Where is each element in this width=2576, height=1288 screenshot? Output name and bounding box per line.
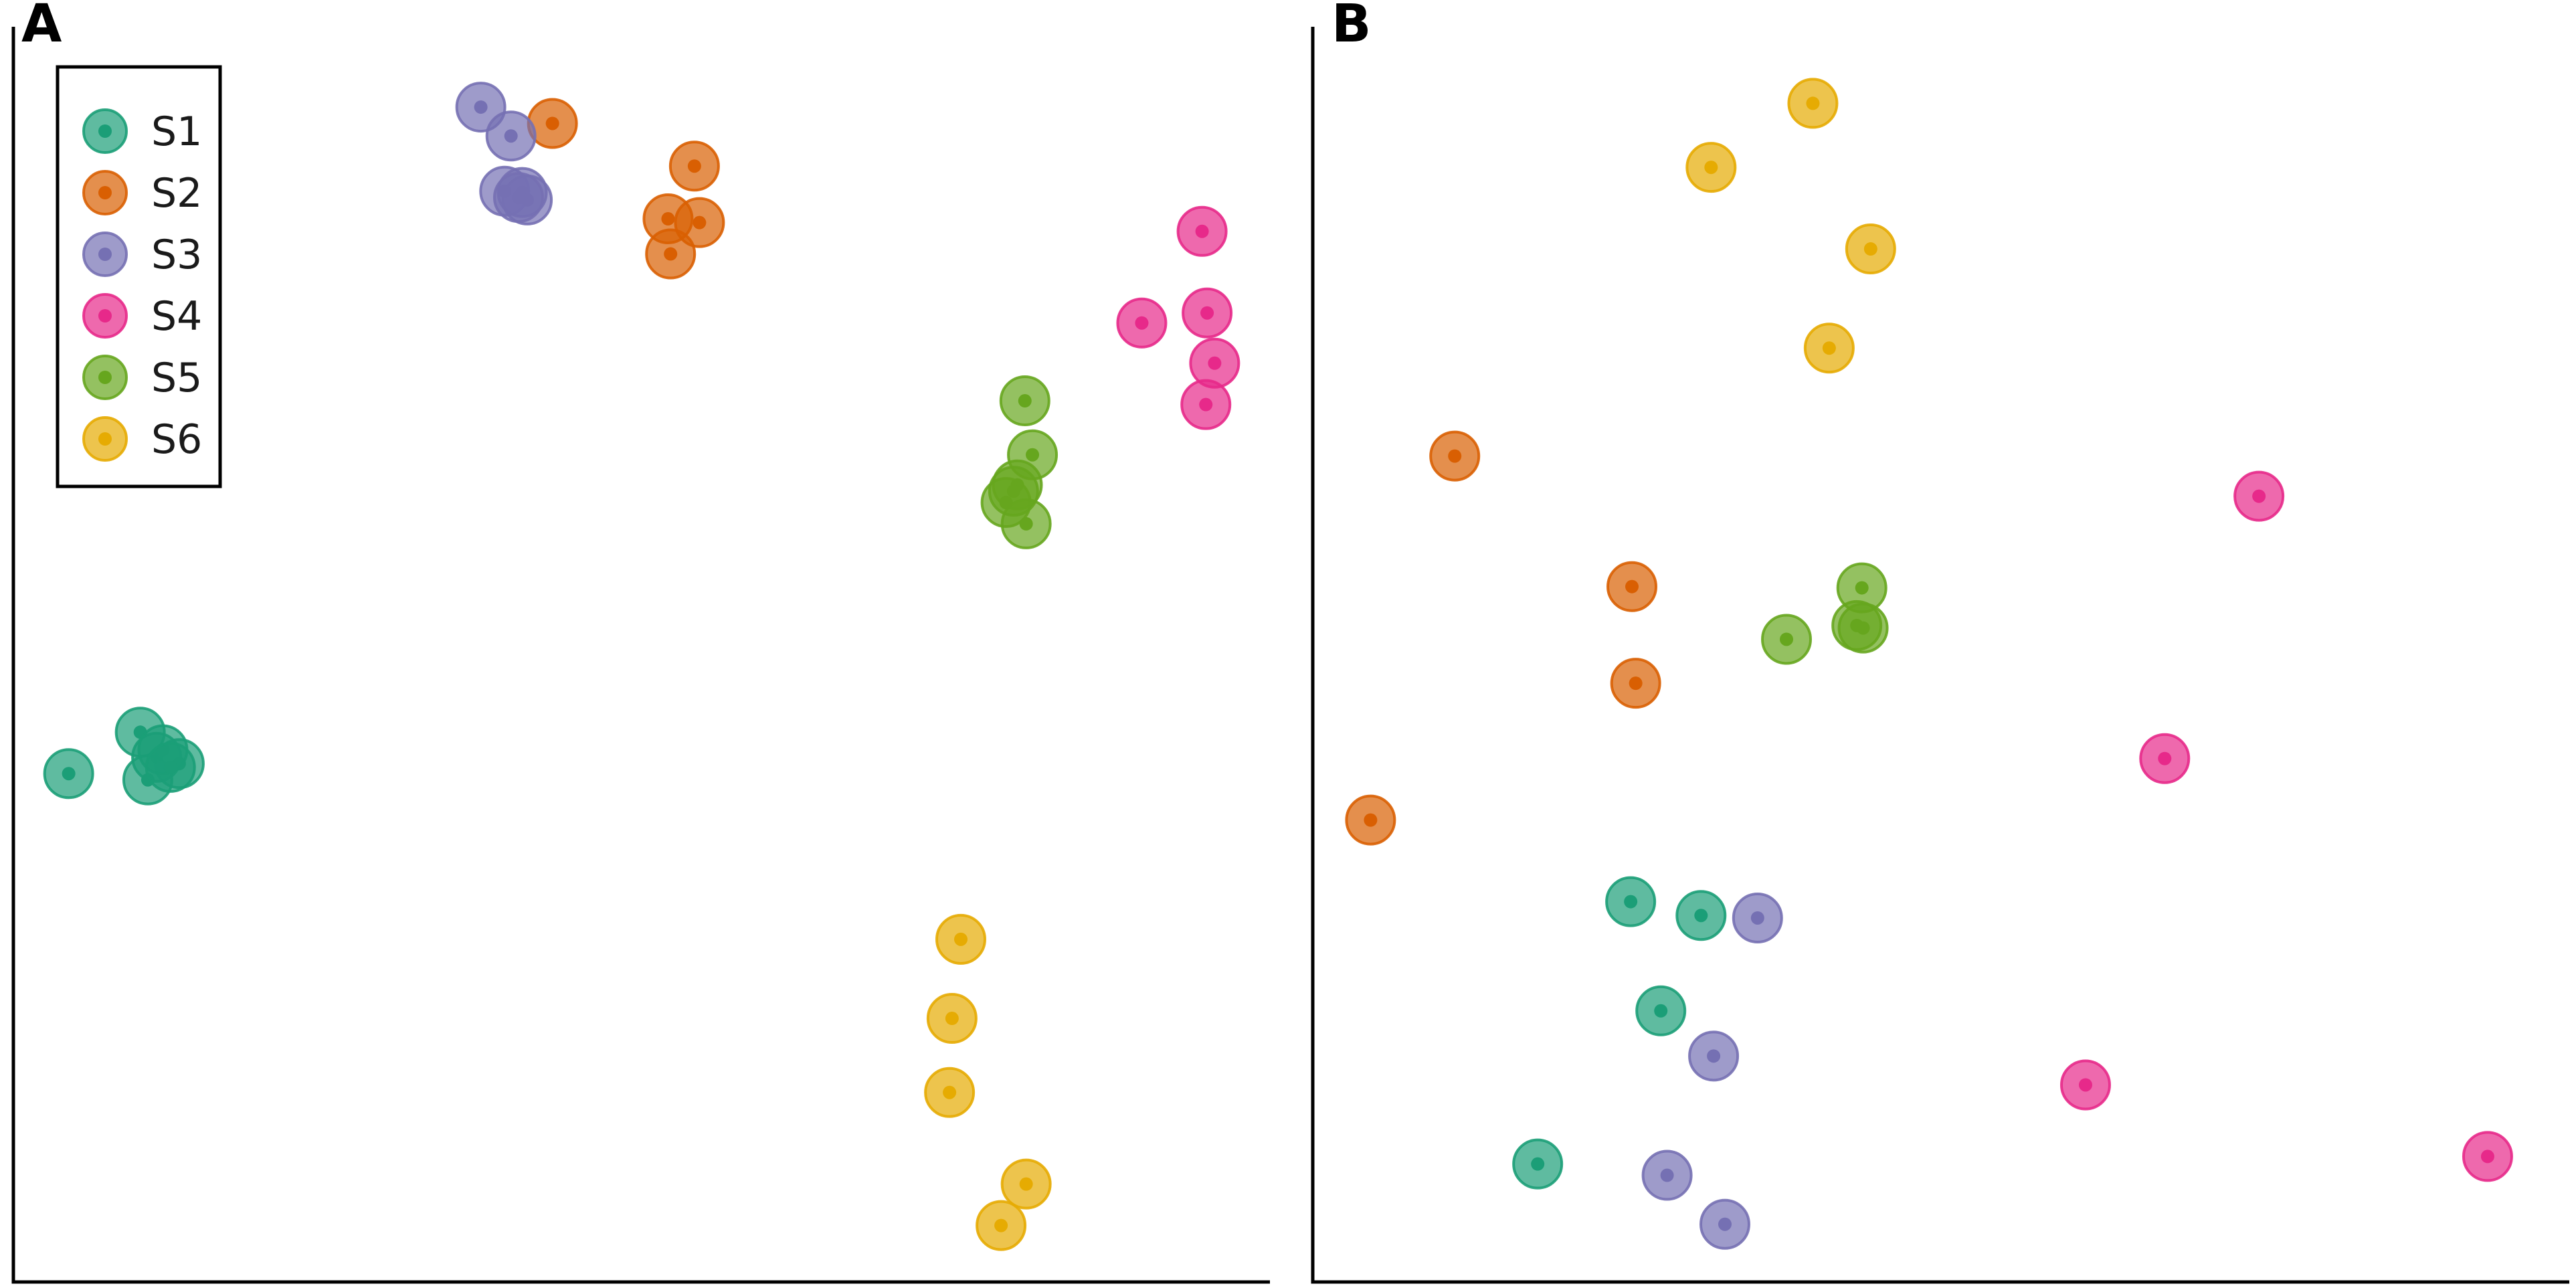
panel-b-points — [1345, 78, 2513, 1250]
legend-label-s2: S2 — [151, 170, 202, 217]
point-a-s2-5 — [645, 228, 697, 280]
legend-entry-s5: S5 — [82, 355, 202, 401]
point-a-s6-3 — [924, 1067, 976, 1118]
point-a-s6-1 — [935, 913, 987, 965]
point-a-s3-6 — [492, 172, 544, 223]
legend-entry-s6: S6 — [82, 416, 202, 463]
point-a-s5-1 — [999, 375, 1050, 427]
point-a-s2-2 — [668, 141, 720, 192]
point-b-s5-1 — [1836, 562, 1888, 614]
panel-a-label: A — [21, 0, 62, 54]
panel-a-legend: S1 S2 S3 S4 S5 S6 — [56, 65, 222, 488]
panel-a-points — [43, 82, 1240, 1251]
point-b-s5-4 — [1837, 602, 1889, 654]
legend-label-s3: S3 — [151, 232, 202, 278]
point-b-s6-1 — [1787, 78, 1839, 129]
point-a-s4-3 — [1182, 287, 1233, 339]
panel-a-axes — [11, 27, 1270, 1284]
point-a-s4-1 — [1176, 205, 1228, 257]
point-b-s2-3 — [1610, 658, 1661, 709]
point-b-s2-1 — [1429, 430, 1481, 482]
point-a-s6-4 — [1000, 1158, 1052, 1210]
point-a-s3-2 — [485, 110, 537, 162]
legend-label-s1: S1 — [151, 108, 202, 155]
point-b-s4-4 — [2462, 1131, 2513, 1182]
point-b-s6-4 — [1803, 323, 1855, 374]
point-a-s4-2 — [1116, 297, 1168, 349]
legend-label-s5: S5 — [151, 355, 202, 401]
legend-entry-s3: S3 — [82, 232, 202, 278]
point-a-s6-5 — [976, 1200, 1027, 1251]
point-a-s2-4 — [674, 197, 725, 248]
panel-b-label: B — [1331, 0, 1371, 54]
point-a-s4-5 — [1180, 379, 1232, 430]
panel-a: A S1 S2 S3 S4 S5 S6 — [11, 0, 1270, 1284]
legend-entry-s1: S1 — [82, 108, 202, 155]
point-b-s4-3 — [2059, 1059, 2111, 1111]
legend-label-s6: S6 — [151, 416, 202, 463]
point-b-s5-2 — [1761, 614, 1813, 665]
point-b-s2-2 — [1606, 561, 1658, 612]
point-b-s1-3 — [1635, 985, 1687, 1036]
point-b-s3-1 — [1732, 892, 1783, 943]
point-b-s6-3 — [1845, 223, 1896, 275]
point-a-s4-4 — [1189, 337, 1240, 389]
point-b-s3-3 — [1641, 1149, 1693, 1201]
point-a-s6-2 — [926, 993, 978, 1044]
legend-label-s4: S4 — [151, 293, 202, 340]
point-b-s4-2 — [2139, 733, 2191, 784]
legend-entry-s2: S2 — [82, 170, 202, 217]
legend-entry-s4: S4 — [82, 293, 202, 340]
legend-entries: S1 S2 S3 S4 S5 S6 — [82, 108, 202, 463]
point-b-s1-2 — [1675, 890, 1727, 941]
point-b-s4-1 — [2233, 470, 2285, 522]
point-b-s1-1 — [1605, 876, 1657, 927]
point-b-s3-2 — [1688, 1030, 1740, 1082]
point-b-s6-2 — [1685, 142, 1737, 193]
point-a-s1-7 — [145, 741, 196, 793]
point-a-s1-1 — [43, 748, 94, 800]
point-b-s3-4 — [1699, 1198, 1750, 1250]
point-b-s2-4 — [1345, 794, 1396, 846]
panel-b: B — [1311, 0, 2569, 1284]
panel-b-axes — [1311, 27, 2569, 1284]
point-a-s5-6 — [988, 466, 1039, 517]
point-b-s1-4 — [1512, 1138, 1564, 1190]
